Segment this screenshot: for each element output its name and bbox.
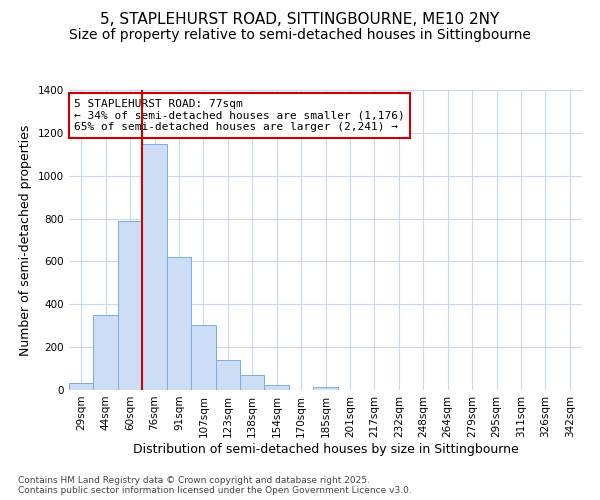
Bar <box>191 324 215 390</box>
Y-axis label: Number of semi-detached properties: Number of semi-detached properties <box>19 124 32 356</box>
Text: 5 STAPLEHURST ROAD: 77sqm
← 34% of semi-detached houses are smaller (1,176)
65% : 5 STAPLEHURST ROAD: 77sqm ← 34% of semi-… <box>74 99 405 132</box>
Bar <box>142 144 167 390</box>
Text: Contains HM Land Registry data © Crown copyright and database right 2025.
Contai: Contains HM Land Registry data © Crown c… <box>18 476 412 495</box>
Bar <box>265 384 289 390</box>
Text: 5, STAPLEHURST ROAD, SITTINGBOURNE, ME10 2NY: 5, STAPLEHURST ROAD, SITTINGBOURNE, ME10… <box>100 12 500 28</box>
Bar <box>313 387 338 390</box>
Bar <box>215 360 240 390</box>
Bar <box>167 257 191 390</box>
Bar <box>118 220 142 390</box>
Bar <box>69 382 94 390</box>
Bar <box>94 315 118 390</box>
Bar <box>240 375 265 390</box>
Text: Size of property relative to semi-detached houses in Sittingbourne: Size of property relative to semi-detach… <box>69 28 531 42</box>
X-axis label: Distribution of semi-detached houses by size in Sittingbourne: Distribution of semi-detached houses by … <box>133 442 518 456</box>
